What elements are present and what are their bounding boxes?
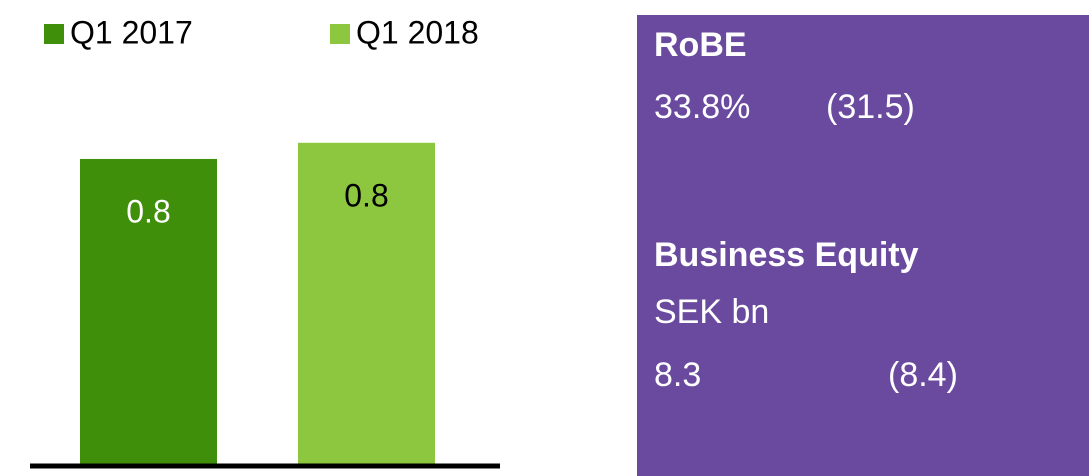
kpi-value: 33.8% — [654, 88, 751, 126]
kpi-title: Business Equity — [654, 236, 919, 274]
kpi-previous: (8.4) — [888, 356, 958, 394]
legend-label: Q1 2018 — [356, 14, 479, 50]
value-label: 0.8 — [344, 177, 388, 213]
legend-swatch — [44, 24, 64, 44]
legend-label: Q1 2017 — [70, 14, 193, 50]
bar — [80, 158, 217, 466]
kpi-title: RoBE — [654, 26, 747, 64]
kpi-unit: SEK bn — [654, 293, 770, 331]
value-label: 0.8 — [126, 193, 170, 229]
chart: Q1 2017 0.8 Q1 2018 0.8 — [30, 14, 500, 469]
legend-swatch — [330, 24, 350, 44]
kpi-panel: RoBE 33.8% (31.5) Business Equity SEK bn… — [637, 15, 1089, 476]
bar — [298, 142, 435, 467]
kpi-previous: (31.5) — [826, 88, 915, 126]
kpi-value: 8.3 — [654, 356, 702, 394]
